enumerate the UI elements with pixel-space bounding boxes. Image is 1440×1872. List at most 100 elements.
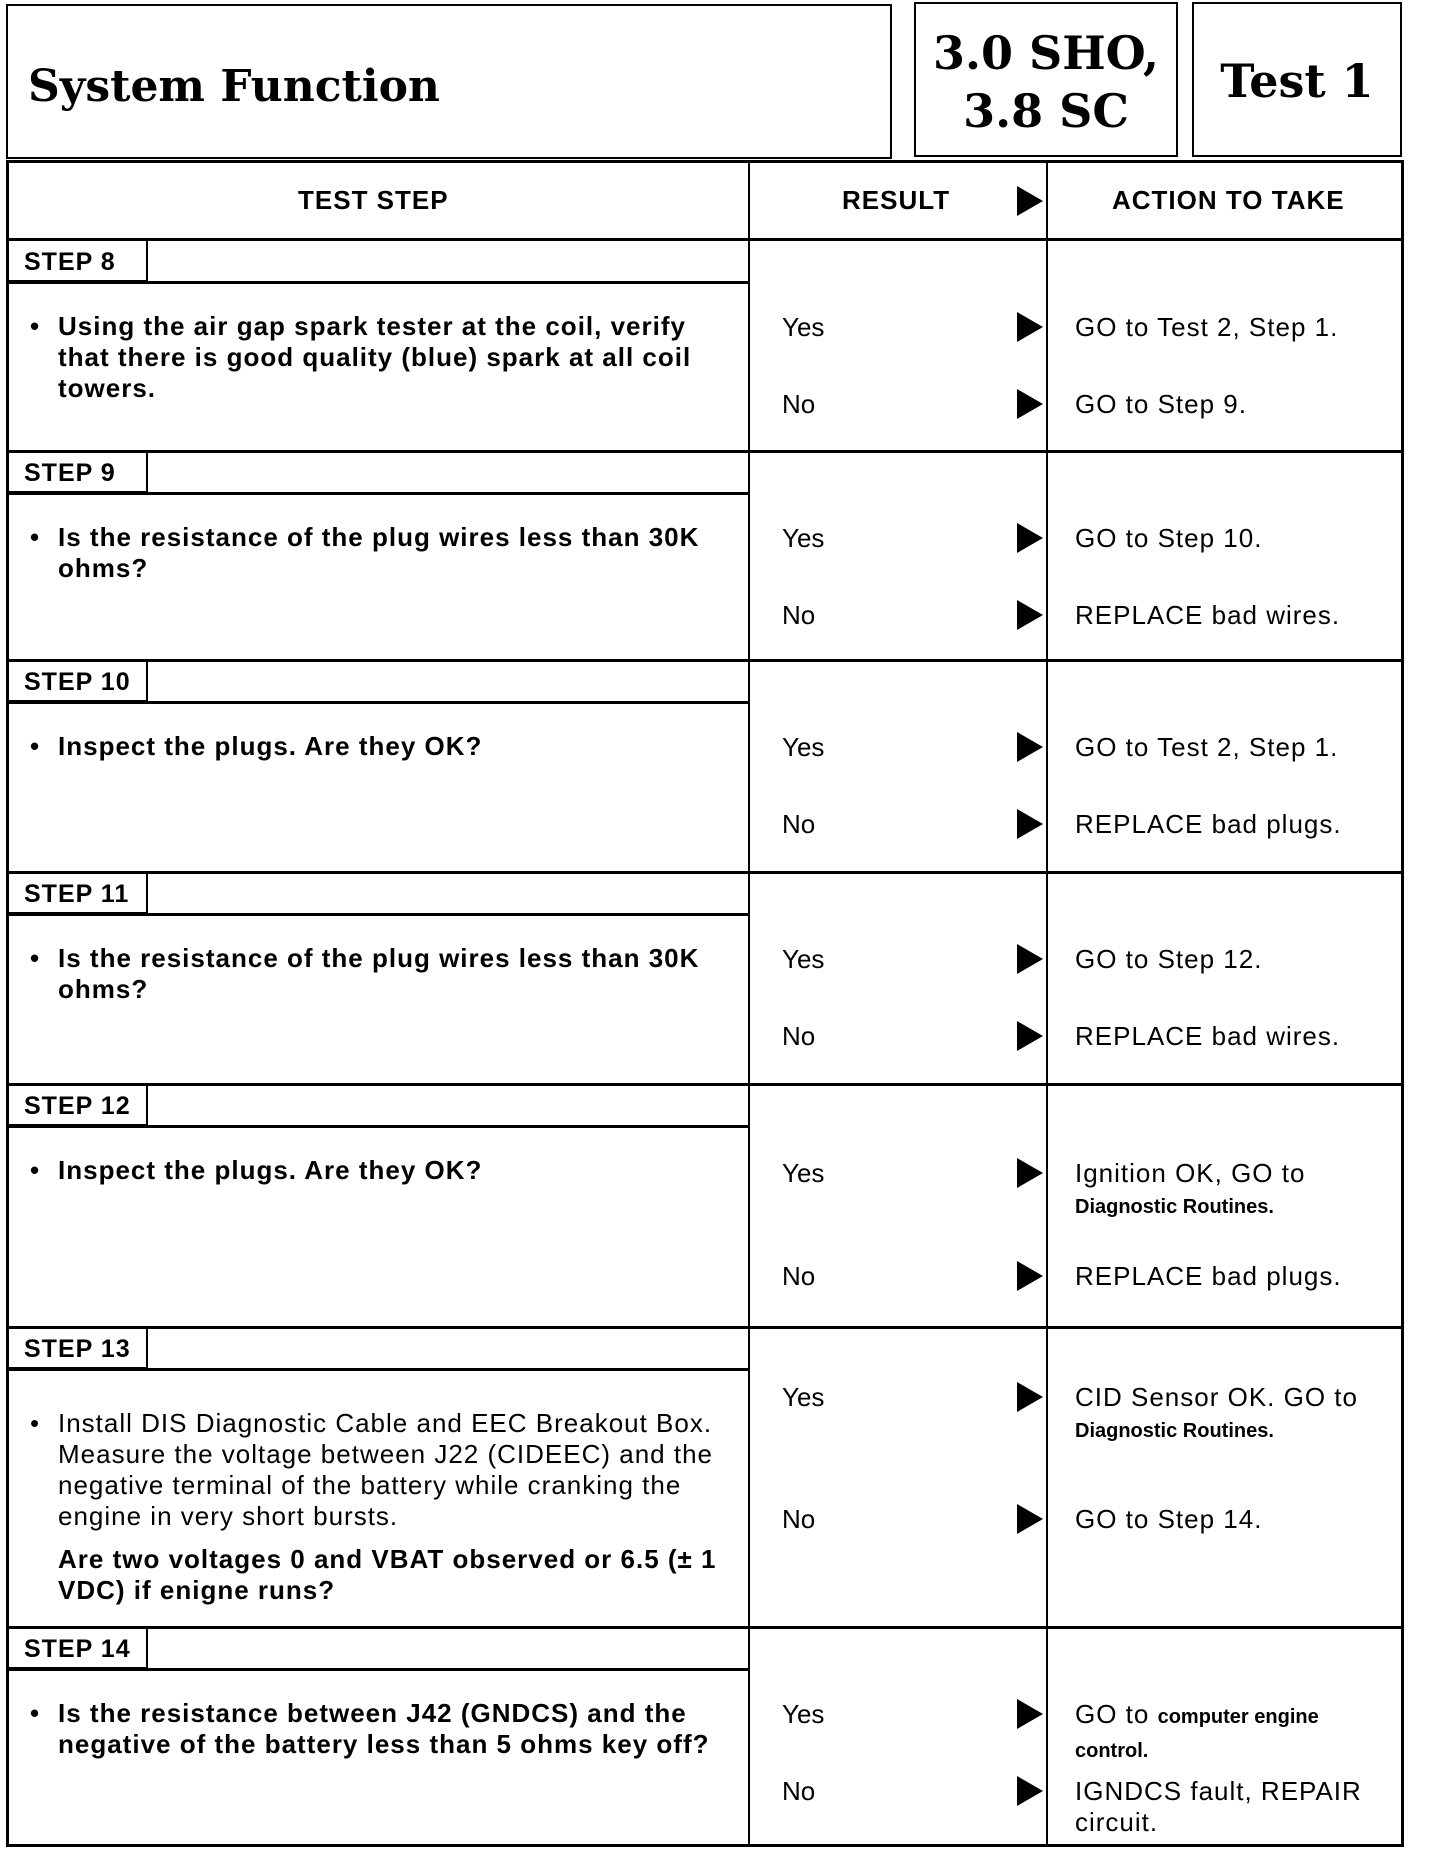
- action-no: REPLACE bad plugs.: [1075, 1261, 1342, 1291]
- arrow-icon: [1017, 312, 1043, 342]
- arrow-icon: [1017, 523, 1043, 553]
- step-label: STEP 10: [8, 661, 148, 703]
- step-question: • Is the resistance between J42 (GNDCS) a…: [30, 1698, 730, 1760]
- action-yes-text: GO to Step 12.: [1075, 944, 1263, 974]
- arrow-icon: [1017, 1021, 1043, 1051]
- step-label: STEP 14: [8, 1628, 148, 1670]
- step-rule: [8, 913, 750, 916]
- header-rule: [6, 238, 1404, 241]
- result-no: No: [782, 809, 816, 839]
- procedure-table: [6, 160, 1404, 1847]
- step-rule: [8, 1368, 750, 1371]
- result-yes: Yes: [782, 1699, 825, 1729]
- action-yes: GO to Test 2, Step 1.: [1075, 732, 1385, 763]
- action-yes-text: GO to: [1075, 1699, 1150, 1729]
- action-yes-text: Ignition OK, GO to: [1075, 1158, 1306, 1188]
- step-question: • Inspect the plugs. Are they OK?: [30, 1155, 730, 1186]
- step-rule: [8, 492, 750, 495]
- action-reference-link[interactable]: Diagnostic Routines.: [1075, 1196, 1274, 1218]
- step-rule: [8, 1668, 750, 1671]
- step-rule: [8, 1125, 750, 1128]
- action-yes-text: GO to Test 2, Step 1.: [1075, 732, 1339, 762]
- action-no: REPLACE bad wires.: [1075, 1021, 1341, 1051]
- bullet-icon: •: [30, 943, 41, 973]
- row-divider: [6, 871, 1404, 874]
- result-yes: Yes: [782, 1382, 825, 1412]
- arrow-icon: [1017, 186, 1043, 216]
- action-yes: GO to Step 12.: [1075, 944, 1385, 975]
- action-yes: GO to Step 10.: [1075, 523, 1385, 554]
- action-yes: CID Sensor OK. GO to Diagnostic Routines…: [1075, 1382, 1385, 1447]
- row-divider: [6, 1326, 1404, 1329]
- column-divider: [1046, 160, 1048, 1847]
- step-question: • Install DIS Diagnostic Cable and EEC Br…: [30, 1408, 730, 1606]
- result-no: No: [782, 600, 816, 630]
- result-no: No: [782, 389, 816, 419]
- bullet-icon: •: [30, 1408, 41, 1438]
- step-rule: [8, 281, 750, 284]
- action-reference-link[interactable]: computer engine control.: [1075, 1706, 1319, 1762]
- action-reference-link[interactable]: Diagnostic Routines.: [1075, 1420, 1274, 1442]
- action-no: REPLACE bad plugs.: [1075, 809, 1342, 839]
- action-yes-text: CID Sensor OK. GO to: [1075, 1382, 1358, 1412]
- page-title: System Function: [28, 61, 440, 112]
- question-text: Is the resistance between J42 (GNDCS) an…: [58, 1698, 710, 1759]
- step-question: • Is the resistance of the plug wires les…: [30, 943, 730, 1005]
- arrow-icon: [1017, 1382, 1043, 1412]
- arrow-icon: [1017, 1158, 1043, 1188]
- action-yes: Ignition OK, GO to Diagnostic Routines.: [1075, 1158, 1385, 1223]
- result-no: No: [782, 1776, 816, 1806]
- result-yes: Yes: [782, 312, 825, 342]
- result-yes: Yes: [782, 732, 825, 762]
- action-no: GO to Step 9.: [1075, 389, 1247, 419]
- column-header-test-step: TEST STEP: [298, 185, 449, 215]
- action-yes: GO to computer engine control.: [1075, 1699, 1385, 1767]
- step-label: STEP 8: [8, 241, 148, 283]
- question-text: Inspect the plugs. Are they OK?: [58, 1155, 483, 1185]
- result-yes: Yes: [782, 944, 825, 974]
- step-label: STEP 12: [8, 1085, 148, 1127]
- arrow-icon: [1017, 1699, 1043, 1729]
- question-text: Is the resistance of the plug wires less…: [58, 522, 700, 583]
- result-yes: Yes: [782, 1158, 825, 1188]
- test-number: Test 1: [1220, 54, 1374, 108]
- step-question: • Using the air gap spark tester at the c…: [30, 311, 730, 404]
- model-line1: 3.0 SHO,: [932, 26, 1160, 80]
- step-label: STEP 13: [8, 1328, 148, 1370]
- column-header-action: ACTION TO TAKE: [1112, 185, 1345, 215]
- question-text: Install DIS Diagnostic Cable and EEC Bre…: [58, 1408, 714, 1531]
- bullet-icon: •: [30, 311, 41, 341]
- action-no: GO to Step 14.: [1075, 1504, 1263, 1534]
- model-box: 3.0 SHO, 3.8 SC: [914, 2, 1178, 157]
- arrow-icon: [1017, 600, 1043, 630]
- step-label: STEP 9: [8, 452, 148, 494]
- step-label: STEP 11: [8, 873, 148, 915]
- arrow-icon: [1017, 389, 1043, 419]
- step-question: • Inspect the plugs. Are they OK?: [30, 731, 730, 762]
- question-text: Inspect the plugs. Are they OK?: [58, 731, 483, 761]
- title-box: System Function: [6, 4, 892, 159]
- model-label: 3.0 SHO, 3.8 SC: [916, 24, 1176, 140]
- arrow-icon: [1017, 1261, 1043, 1291]
- bullet-icon: •: [30, 522, 41, 552]
- action-no: REPLACE bad wires.: [1075, 600, 1341, 630]
- test-number-box: Test 1: [1192, 2, 1402, 157]
- arrow-icon: [1017, 944, 1043, 974]
- result-no: No: [782, 1021, 816, 1051]
- bullet-icon: •: [30, 731, 41, 761]
- arrow-icon: [1017, 1504, 1043, 1534]
- question-text: Using the air gap spark tester at the co…: [58, 311, 692, 403]
- bullet-icon: •: [30, 1155, 41, 1185]
- row-divider: [6, 659, 1404, 662]
- result-no: No: [782, 1504, 816, 1534]
- action-no: IGNDCS fault, REPAIR circuit.: [1075, 1776, 1362, 1837]
- step-question: • Is the resistance of the plug wires les…: [30, 522, 730, 584]
- column-header-result: RESULT: [842, 185, 951, 215]
- action-yes-text: GO to Step 10.: [1075, 523, 1263, 553]
- step-rule: [8, 701, 750, 704]
- row-divider: [6, 1626, 1404, 1629]
- row-divider: [6, 450, 1404, 453]
- question-text: Is the resistance of the plug wires less…: [58, 943, 700, 1004]
- arrow-icon: [1017, 732, 1043, 762]
- arrow-icon: [1017, 809, 1043, 839]
